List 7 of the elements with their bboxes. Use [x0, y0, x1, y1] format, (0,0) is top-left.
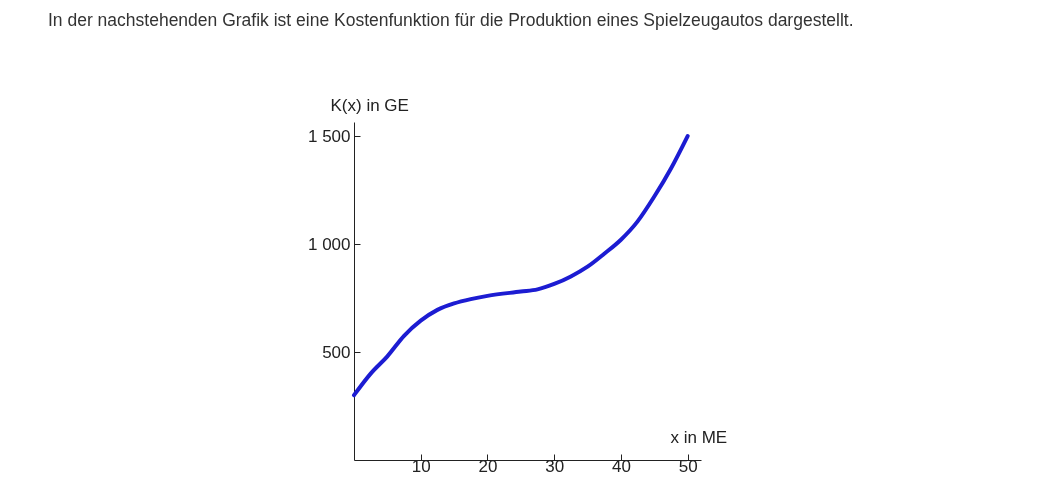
- y-tick-label: 1 500: [307, 126, 351, 146]
- line-series: [352, 134, 690, 398]
- y-tick-label: 500: [322, 342, 351, 362]
- y-axis-title: K(x) in GE: [330, 95, 409, 115]
- y-tick-label: 1 000: [307, 234, 351, 254]
- chart-title: In der nachstehenden Grafik ist eine Kostenfunktion für die Produktion eines Spielzeugautos dargestellt.: [48, 9, 855, 32]
- x-axis-title: x in ME: [670, 427, 728, 447]
